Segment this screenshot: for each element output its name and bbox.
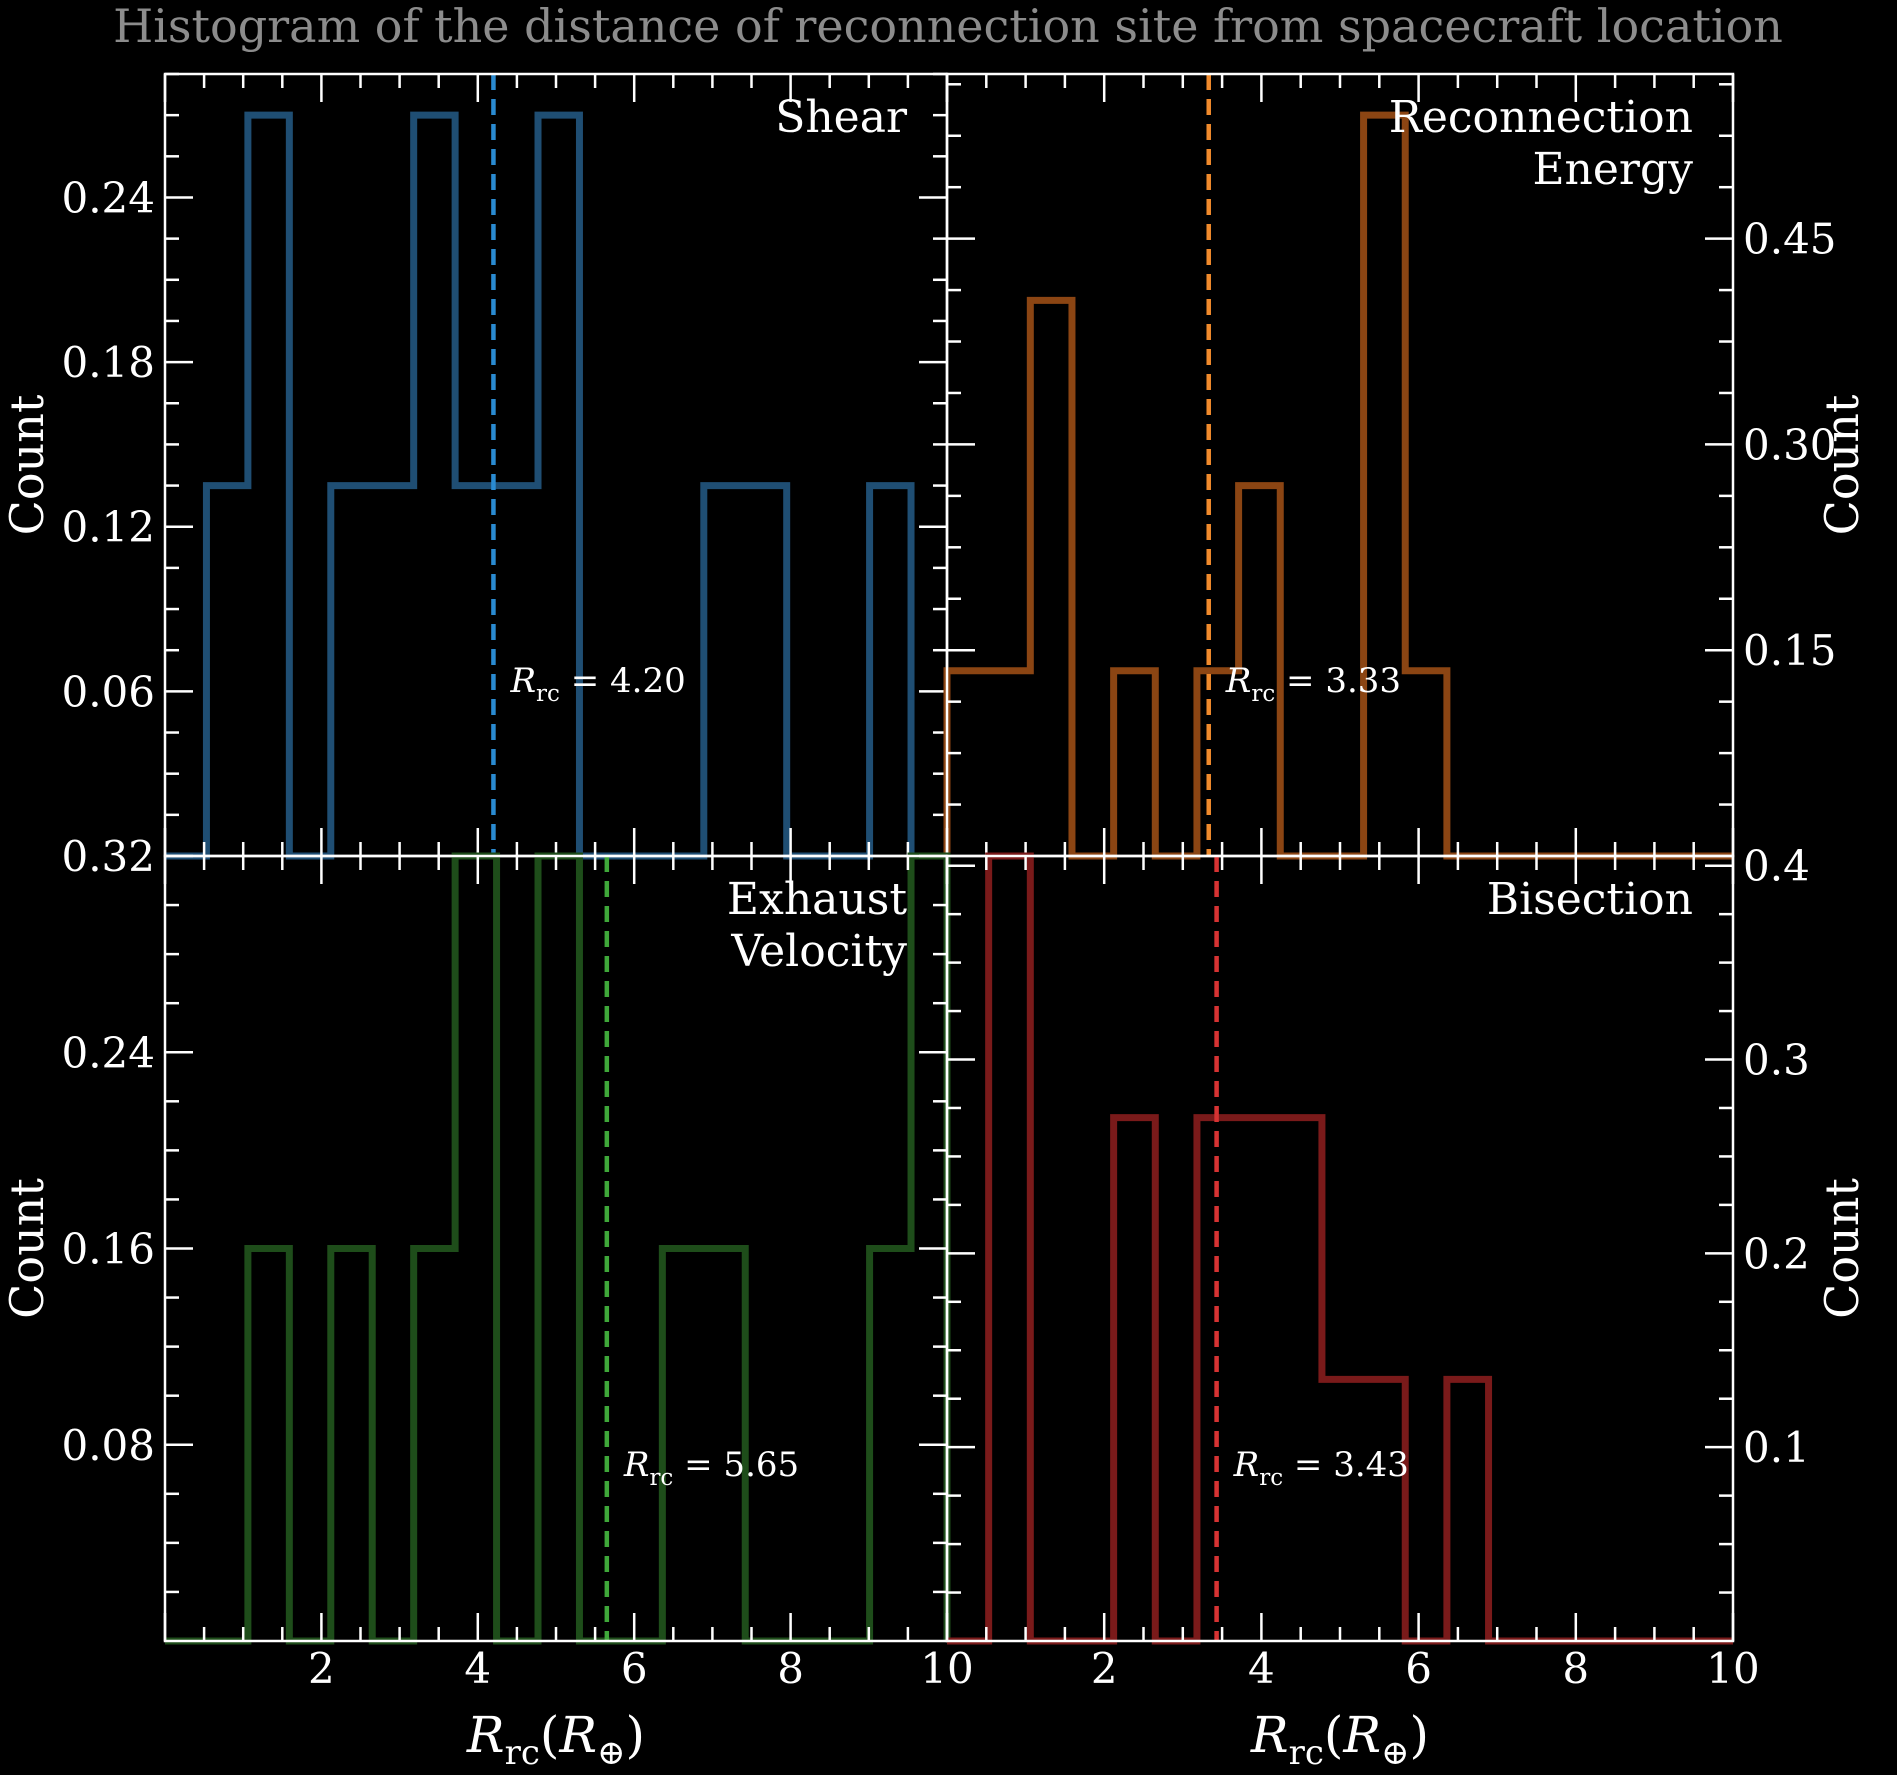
panels: Rrc = 4.200.060.120.180.24CountShearRrc …: [0, 72, 1869, 1693]
panel-exhaust-velocity: Rrc = 5.65 0.08 0.16 0.24 0.32 Count 2 4 6 8 10 Exh…: [0, 832, 974, 1693]
mean-annotation: Rrc = 3.43: [1233, 1445, 1409, 1491]
y-tick-label: 0.32: [61, 832, 155, 881]
x-axis-label: Rrc(R⊕): [466, 1706, 645, 1773]
x-tick-label: 2: [308, 1644, 335, 1693]
x-tick-label: 4: [1248, 1644, 1275, 1693]
x-tick-label: 4: [464, 1644, 491, 1693]
histogram-outline: [947, 852, 1733, 1645]
panel-label: Shear: [775, 92, 908, 143]
y-axis-label: Count: [1815, 1178, 1869, 1319]
y-tick-label: 0.24: [61, 173, 155, 222]
x-tick-label: 10: [1706, 1644, 1759, 1693]
mean-annotation: Rrc = 4.20: [509, 661, 685, 707]
y-tick-label: 0.4: [1743, 842, 1810, 891]
y-tick-label: 0.30: [1743, 420, 1837, 469]
x-tick-label: 8: [1562, 1644, 1589, 1693]
histogram-outline: [943, 111, 1733, 860]
x-axis-label: Rrc(R⊕): [1250, 1706, 1429, 1773]
y-tick-label: 0.12: [61, 503, 155, 552]
y-tick-label: 0.1: [1743, 1423, 1810, 1472]
panel-label: Reconnection: [1389, 92, 1693, 143]
y-tick-label: 0.08: [61, 1421, 155, 1470]
y-tick-label: 0.16: [61, 1225, 155, 1274]
y-tick-label: 0.15: [1743, 626, 1837, 675]
figure-title: Histogram of the distance of reconnectio…: [113, 0, 1783, 53]
panel-bisection: Rrc = 3.43 0.1 0.2 0.3 0.4 Count 2 4 6 8 10 Bisecti…: [945, 842, 1869, 1693]
x-tick-label: 8: [777, 1644, 804, 1693]
x-tick-label: 6: [621, 1644, 648, 1693]
y-axis-label: Count: [1815, 394, 1869, 535]
y-tick-label: 0.2: [1743, 1229, 1810, 1278]
y-tick-label: 0.18: [61, 338, 155, 387]
y-tick-label: 0.06: [61, 667, 155, 716]
panel-label: Velocity: [730, 926, 907, 977]
y-tick-label: 0.45: [1743, 215, 1837, 264]
x-tick-label: 10: [920, 1644, 973, 1693]
x-tick-label: 6: [1405, 1644, 1432, 1693]
y-axis-label: Count: [0, 394, 54, 535]
mean-annotation: Rrc = 5.65: [623, 1445, 799, 1491]
panel-label: Exhaust: [727, 874, 907, 925]
panel-reconnection-energy: Rrc = 3.33 0.15 0.30 0.45 Count ReconnectionE…: [943, 72, 1869, 860]
y-tick-label: 0.3: [1743, 1036, 1810, 1085]
panel-label: Bisection: [1487, 874, 1693, 925]
panel-label: Energy: [1532, 144, 1693, 195]
y-tick-label: 0.24: [61, 1028, 155, 1077]
x-axis-labels: Rrc(R⊕) Rrc(R⊕): [466, 1706, 1429, 1773]
x-tick-label: 2: [1091, 1644, 1118, 1693]
mean-annotation: Rrc = 3.33: [1225, 661, 1401, 707]
y-axis-label: Count: [0, 1178, 54, 1319]
